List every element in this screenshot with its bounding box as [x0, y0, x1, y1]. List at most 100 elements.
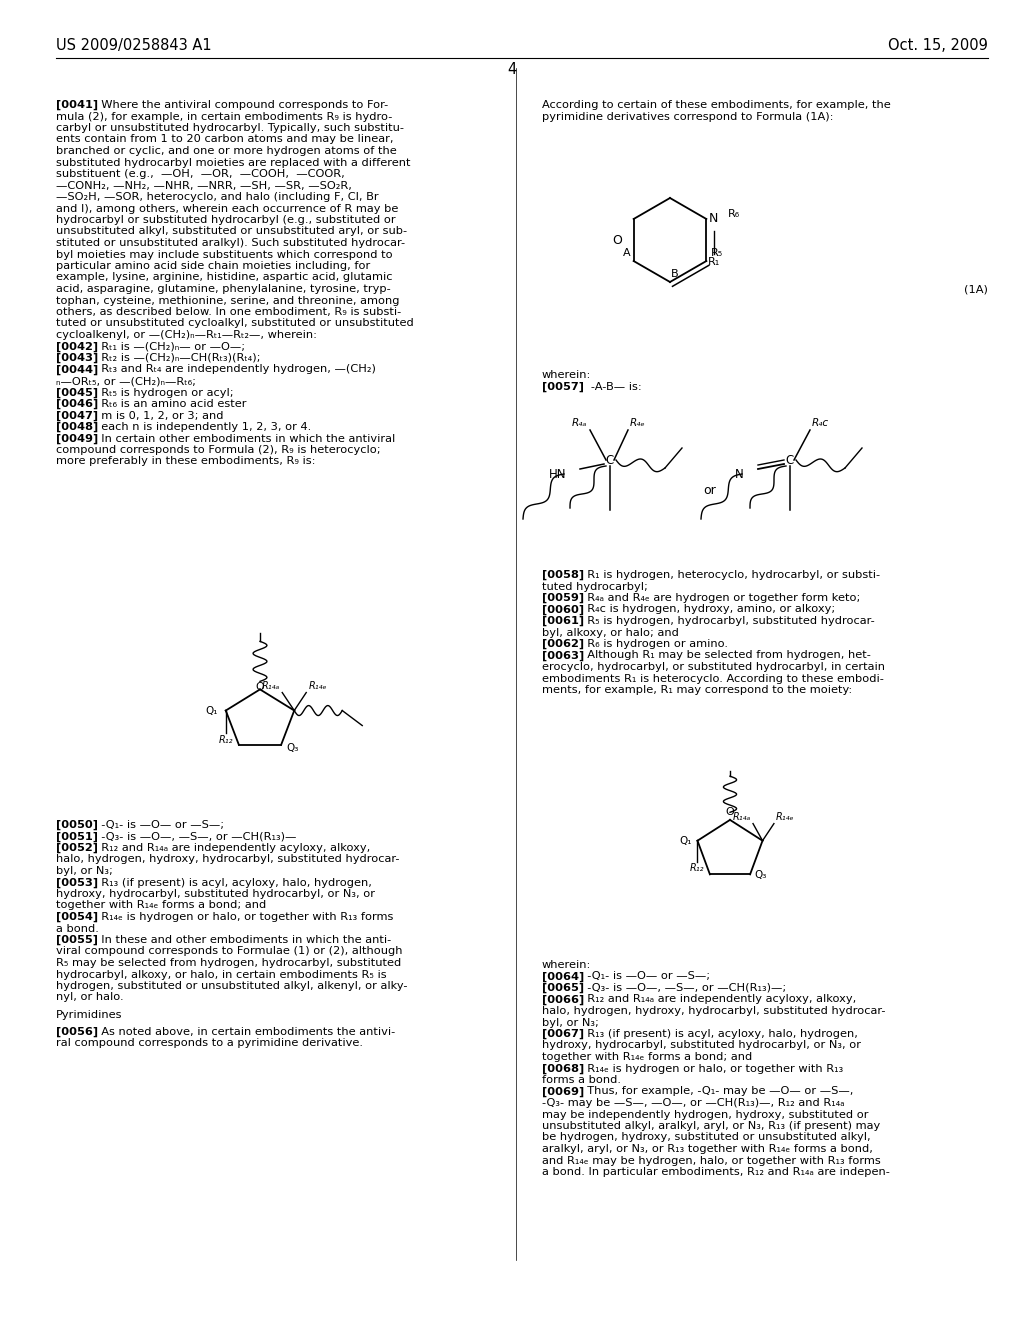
Text: R₁: R₁: [709, 257, 721, 267]
Text: substituted hydrocarbyl moieties are replaced with a different: substituted hydrocarbyl moieties are rep…: [56, 157, 411, 168]
Text: Thus, for example, -Q₁- may be —O— or —S—,: Thus, for example, -Q₁- may be —O— or —S…: [580, 1086, 853, 1097]
Text: together with R₁₄ₑ forms a bond; and: together with R₁₄ₑ forms a bond; and: [542, 1052, 753, 1063]
Text: unsubstituted alkyl, substituted or unsubstituted aryl, or sub-: unsubstituted alkyl, substituted or unsu…: [56, 227, 408, 236]
Text: [0054]: [0054]: [56, 912, 98, 923]
Text: [0064]: [0064]: [542, 972, 585, 982]
Text: As noted above, in certain embodiments the antivi-: As noted above, in certain embodiments t…: [94, 1027, 395, 1038]
Text: —CONH₂, —NH₂, —NHR, —NRR, —SH, —SR, —SO₂R,: —CONH₂, —NH₂, —NHR, —NRR, —SH, —SR, —SO₂…: [56, 181, 352, 190]
Text: [0053]: [0053]: [56, 878, 98, 888]
Text: viral compound corresponds to Formulae (1) or (2), although: viral compound corresponds to Formulae (…: [56, 946, 402, 957]
Text: m is 0, 1, 2, or 3; and: m is 0, 1, 2, or 3; and: [94, 411, 223, 421]
Text: [0059]: [0059]: [542, 593, 584, 603]
Text: tuted or unsubstituted cycloalkyl, substituted or unsubstituted: tuted or unsubstituted cycloalkyl, subst…: [56, 318, 414, 329]
Text: nyl, or halo.: nyl, or halo.: [56, 993, 124, 1002]
Text: R₄ᴄ is hydrogen, hydroxy, amino, or alkoxy;: R₄ᴄ is hydrogen, hydroxy, amino, or alko…: [580, 605, 836, 615]
Text: R₁₄ₑ: R₁₄ₑ: [308, 681, 327, 690]
Text: [0043]: [0043]: [56, 352, 98, 363]
Text: particular amino acid side chain moieties including, for: particular amino acid side chain moietie…: [56, 261, 371, 271]
Text: branched or cyclic, and one or more hydrogen atoms of the: branched or cyclic, and one or more hydr…: [56, 147, 396, 156]
Text: (1A): (1A): [965, 285, 988, 294]
Text: more preferably in these embodiments, R₉ is:: more preferably in these embodiments, R₉…: [56, 457, 315, 466]
Text: ents contain from 1 to 20 carbon atoms and may be linear,: ents contain from 1 to 20 carbon atoms a…: [56, 135, 393, 144]
Text: [0051]: [0051]: [56, 832, 98, 842]
Text: O: O: [611, 234, 622, 247]
Text: hydrocarbyl or substituted hydrocarbyl (e.g., substituted or: hydrocarbyl or substituted hydrocarbyl (…: [56, 215, 395, 224]
Text: R₁₂ and R₁₄ₐ are independently acyloxy, alkoxy,: R₁₂ and R₁₄ₐ are independently acyloxy, …: [94, 843, 371, 853]
Text: —SO₂H, —SOR, heterocyclo, and halo (including F, Cl, Br: —SO₂H, —SOR, heterocyclo, and halo (incl…: [56, 191, 379, 202]
Text: Oct. 15, 2009: Oct. 15, 2009: [888, 38, 988, 53]
Text: together with R₁₄ₑ forms a bond; and: together with R₁₄ₑ forms a bond; and: [56, 900, 266, 911]
Text: R₄ₐ and R₄ₑ are hydrogen or together form keto;: R₄ₐ and R₄ₑ are hydrogen or together for…: [580, 593, 860, 603]
Text: R₁₄ₑ is hydrogen or halo, or together with R₁₃ forms: R₁₄ₑ is hydrogen or halo, or together wi…: [94, 912, 393, 921]
Text: R₁₄ₑ: R₁₄ₑ: [776, 812, 795, 821]
Text: R₅ may be selected from hydrogen, hydrocarbyl, substituted: R₅ may be selected from hydrogen, hydroc…: [56, 958, 401, 968]
Text: R₁₄ₐ: R₁₄ₐ: [262, 681, 281, 690]
Text: Rₜ₂ is —(CH₂)ₙ—CH(Rₜ₃)(Rₜ₄);: Rₜ₂ is —(CH₂)ₙ—CH(Rₜ₃)(Rₜ₄);: [94, 352, 260, 363]
Text: R₁₄ₐ: R₁₄ₐ: [733, 812, 752, 821]
Text: embodiments R₁ is heterocyclo. According to these embodi-: embodiments R₁ is heterocyclo. According…: [542, 673, 884, 684]
Text: R₄ᴄ: R₄ᴄ: [812, 418, 829, 428]
Text: substituent (e.g.,  —OH,  —OR,  —COOH,  —COOR,: substituent (e.g., —OH, —OR, —COOH, —COO…: [56, 169, 345, 180]
Text: and R₁₄ₑ may be hydrogen, halo, or together with R₁₃ forms: and R₁₄ₑ may be hydrogen, halo, or toget…: [542, 1155, 881, 1166]
Text: byl, or N₃;: byl, or N₃;: [542, 1018, 599, 1027]
Text: B: B: [671, 269, 679, 279]
Text: -Q₃- is —O—, —S—, or —CH(R₁₃)—: -Q₃- is —O—, —S—, or —CH(R₁₃)—: [94, 832, 296, 842]
Text: O: O: [256, 682, 264, 693]
Text: ments, for example, R₁ may correspond to the moiety:: ments, for example, R₁ may correspond to…: [542, 685, 852, 696]
Text: a bond. In particular embodiments, R₁₂ and R₁₄ₐ are indepen-: a bond. In particular embodiments, R₁₂ a…: [542, 1167, 890, 1177]
Text: C: C: [785, 454, 795, 466]
Text: R₅ is hydrogen, hydrocarbyl, substituted hydrocar-: R₅ is hydrogen, hydrocarbyl, substituted…: [580, 616, 874, 626]
Text: [0044]: [0044]: [56, 364, 98, 375]
Text: [0056]: [0056]: [56, 1027, 98, 1038]
Text: In these and other embodiments in which the anti-: In these and other embodiments in which …: [94, 935, 391, 945]
Text: [0041]: [0041]: [56, 100, 98, 111]
Text: R₁₃ (if present) is acyl, acyloxy, halo, hydrogen,: R₁₃ (if present) is acyl, acyloxy, halo,…: [580, 1030, 858, 1039]
Text: wherein:: wherein:: [542, 370, 592, 380]
Text: R₄ₐ: R₄ₐ: [571, 418, 587, 428]
Text: According to certain of these embodiments, for example, the: According to certain of these embodiment…: [542, 100, 891, 110]
Text: [0061]: [0061]: [542, 616, 584, 626]
Text: [0055]: [0055]: [56, 935, 98, 945]
Text: [0050]: [0050]: [56, 820, 98, 830]
Text: R₁ is hydrogen, heterocyclo, hydrocarbyl, or substi-: R₁ is hydrogen, heterocyclo, hydrocarbyl…: [580, 570, 880, 579]
Text: US 2009/0258843 A1: US 2009/0258843 A1: [56, 38, 212, 53]
Text: [0058]: [0058]: [542, 570, 584, 581]
Text: In certain other embodiments in which the antiviral: In certain other embodiments in which th…: [94, 433, 395, 444]
Text: cycloalkenyl, or —(CH₂)ₙ—Rₜ₁—Rₜ₂—, wherein:: cycloalkenyl, or —(CH₂)ₙ—Rₜ₁—Rₜ₂—, where…: [56, 330, 317, 341]
Text: Q₃: Q₃: [754, 870, 767, 880]
Text: wherein:: wherein:: [542, 960, 592, 970]
Text: or: or: [703, 483, 717, 496]
Text: [0063]: [0063]: [542, 651, 585, 661]
Text: byl, or N₃;: byl, or N₃;: [56, 866, 113, 876]
Text: C: C: [606, 454, 614, 466]
Text: Q₃: Q₃: [286, 743, 299, 752]
Text: Q₁: Q₁: [205, 706, 218, 715]
Text: N: N: [735, 467, 744, 480]
Text: A: A: [623, 248, 631, 257]
Text: [0065]: [0065]: [542, 983, 584, 993]
Text: Pyrimidines: Pyrimidines: [56, 1010, 123, 1020]
Text: unsubstituted alkyl, aralkyl, aryl, or N₃, R₁₃ (if present) may: unsubstituted alkyl, aralkyl, aryl, or N…: [542, 1121, 881, 1131]
Text: be hydrogen, hydroxy, substituted or unsubstituted alkyl,: be hydrogen, hydroxy, substituted or uns…: [542, 1133, 870, 1143]
Text: aralkyl, aryl, or N₃, or R₁₃ together with R₁₄ₑ forms a bond,: aralkyl, aryl, or N₃, or R₁₃ together wi…: [542, 1144, 872, 1154]
Text: [0068]: [0068]: [542, 1064, 585, 1073]
Text: pyrimidine derivatives correspond to Formula (1A):: pyrimidine derivatives correspond to For…: [542, 111, 834, 121]
Text: [0062]: [0062]: [542, 639, 584, 649]
Text: [0049]: [0049]: [56, 433, 98, 444]
Text: R₁₄ₑ is hydrogen or halo, or together with R₁₃: R₁₄ₑ is hydrogen or halo, or together wi…: [580, 1064, 843, 1073]
Text: -Q₁- is —O— or —S—;: -Q₁- is —O— or —S—;: [580, 972, 710, 982]
Text: Rₜ₅ is hydrogen or acyl;: Rₜ₅ is hydrogen or acyl;: [94, 388, 233, 397]
Text: [0069]: [0069]: [542, 1086, 585, 1097]
Text: [0057]: [0057]: [542, 381, 584, 392]
Text: N: N: [709, 213, 718, 226]
Text: [0067]: [0067]: [542, 1030, 584, 1039]
Text: hydroxy, hydrocarbyl, substituted hydrocarbyl, or N₃, or: hydroxy, hydrocarbyl, substituted hydroc…: [542, 1040, 861, 1051]
Text: [0066]: [0066]: [542, 994, 585, 1005]
Text: Rₜ₃ and Rₜ₄ are independently hydrogen, —(CH₂): Rₜ₃ and Rₜ₄ are independently hydrogen, …: [94, 364, 376, 375]
Text: hydrocarbyl, alkoxy, or halo, in certain embodiments R₅ is: hydrocarbyl, alkoxy, or halo, in certain…: [56, 969, 387, 979]
Text: Where the antiviral compound corresponds to For-: Where the antiviral compound corresponds…: [94, 100, 388, 110]
Text: others, as described below. In one embodiment, R₉ is substi-: others, as described below. In one embod…: [56, 308, 401, 317]
Text: each n is independently 1, 2, 3, or 4.: each n is independently 1, 2, 3, or 4.: [94, 422, 311, 432]
Text: HN: HN: [549, 467, 566, 480]
Text: and I), among others, wherein each occurrence of R may be: and I), among others, wherein each occur…: [56, 203, 398, 214]
